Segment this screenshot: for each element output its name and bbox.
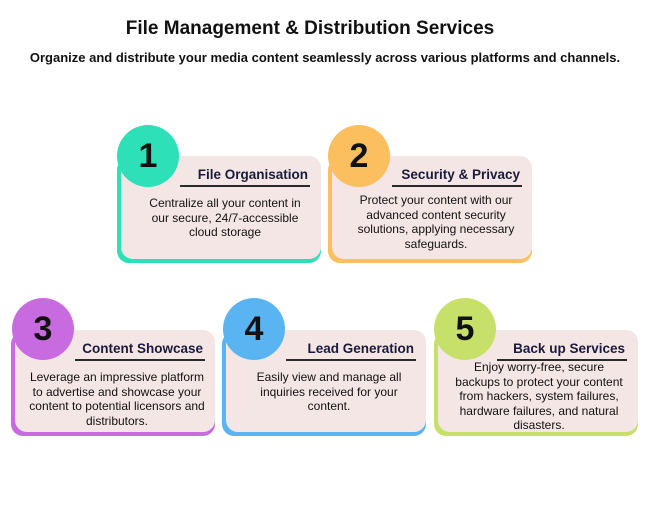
number-badge: 1	[117, 125, 179, 187]
card-description: Enjoy worry-free, secure backups to prot…	[455, 360, 623, 432]
card-heading: Content Showcase	[82, 341, 203, 356]
card-heading: Back up Services	[513, 341, 625, 356]
card-description: Protect your content with our advanced c…	[357, 193, 515, 251]
heading-underline	[75, 359, 205, 361]
number-badge: 3	[12, 298, 74, 360]
card-description: Easily view and manage all inquiries rec…	[256, 370, 402, 413]
page-title: File Management & Distribution Services	[125, 18, 495, 39]
heading-underline	[497, 359, 627, 361]
heading-underline	[180, 185, 310, 187]
heading-underline	[286, 359, 416, 361]
page-subtitle: Organize and distribute your media conte…	[29, 50, 621, 65]
card-heading: Lead Generation	[307, 341, 414, 356]
card-description: Leverage an impressive platform to adver…	[29, 370, 205, 428]
heading-underline	[392, 185, 522, 187]
number-badge: 5	[434, 298, 496, 360]
card-heading: File Organisation	[197, 167, 308, 182]
number-badge: 4	[223, 298, 285, 360]
card-description: Centralize all your content in our secur…	[149, 196, 301, 239]
card-heading: Security & Privacy	[401, 167, 520, 182]
number-badge: 2	[328, 125, 390, 187]
